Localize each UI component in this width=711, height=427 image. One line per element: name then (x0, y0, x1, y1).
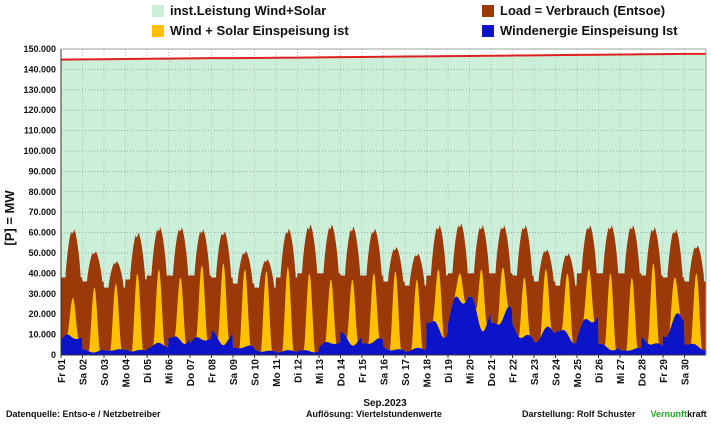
series-areas (61, 223, 706, 355)
wind-area (61, 295, 706, 355)
brand-kraft: kraft (687, 409, 707, 419)
y-tick-label: 90.000 (28, 166, 56, 176)
y-tick-label: 130.000 (23, 85, 56, 95)
y-tick-label: 40.000 (28, 268, 56, 278)
legend-label-load: Load = Verbrauch (Entsoe) (500, 3, 666, 18)
legend-swatch-load (482, 4, 494, 17)
x-tick-label: Sa 02 (79, 359, 90, 386)
installed-capacity-line (60, 52, 706, 61)
x-axis-label: Sep.2023 (363, 398, 407, 409)
x-tick-label: Do 07 (186, 359, 197, 387)
x-tick-label: Mi 06 (165, 359, 176, 384)
installed-capacity-line-path (60, 52, 706, 61)
x-tick-label: Mo 11 (272, 359, 283, 387)
x-tick-label: Di 26 (595, 359, 606, 383)
legend-windsolar: Wind + Solar Einspeisung ist (152, 23, 349, 38)
legend: inst.Leistung Wind+Solar Load = Verbrauc… (0, 0, 711, 42)
y-tick-label: 100.000 (23, 146, 56, 156)
y-tick-label: 80.000 (28, 187, 56, 197)
x-tick-label: Fr 22 (509, 359, 520, 383)
legend-wind: Windenergie Einspeisung Ist (482, 23, 678, 38)
footer-credit: Darstellung: Rolf Schuster Vernunftkraft (522, 409, 707, 419)
legend-load: Load = Verbrauch (Entsoe) (482, 3, 665, 18)
x-tick-label: Di 12 (294, 359, 305, 383)
x-tick-label: Fr 29 (659, 359, 670, 383)
legend-swatch-windsolar (152, 24, 164, 37)
y-tick-label: 20.000 (28, 309, 56, 319)
x-tick-label: So 17 (401, 359, 412, 386)
y-tick-label: 70.000 (28, 207, 56, 217)
x-tick-label: Fr 01 (57, 359, 68, 383)
x-tick-label: Fr 08 (208, 359, 219, 383)
legend-installed: inst.Leistung Wind+Solar (152, 3, 326, 18)
legend-swatch-wind (482, 24, 494, 37)
x-tick-label: Sa 30 (681, 359, 692, 386)
x-tick-label: Sa 16 (380, 359, 391, 386)
y-tick-label: 110.000 (24, 126, 56, 136)
footer-source: Datenquelle: Entso-e / Netzbetreiber (6, 409, 161, 419)
x-tick-label: Mo 25 (573, 359, 584, 388)
brand-vernunft: Vernunft (650, 409, 688, 419)
y-tick-label: 60.000 (28, 228, 56, 238)
x-tick-label: Mi 20 (466, 359, 477, 384)
x-tick-label: Fr 15 (358, 359, 369, 383)
x-tick-label: Di 19 (444, 359, 455, 383)
x-tick-label: Do 21 (487, 359, 498, 387)
legend-label-wind: Windenergie Einspeisung Ist (500, 23, 678, 38)
x-tick-label: So 03 (100, 359, 111, 386)
footer-resolution: Auflösung: Viertelstundenwerte (306, 409, 442, 419)
y-tick-label: 30.000 (28, 289, 56, 299)
y-tick-label: 150.000 (23, 44, 56, 54)
x-tick-label: Do 14 (337, 359, 348, 387)
y-tick-label: 10.000 (28, 330, 56, 340)
x-tick-label: Di 05 (143, 359, 154, 383)
x-tick-label: Sa 09 (229, 359, 240, 386)
y-tick-label: 140.000 (23, 64, 56, 74)
y-tick-labels: 0 10.000 20.000 30.000 40.000 50.000 60.000 70.… (23, 44, 56, 360)
footer-credit-text: Darstellung: Rolf Schuster (522, 409, 636, 419)
x-tick-label: Mo 04 (122, 359, 133, 388)
y-tick-label: 0 (51, 350, 56, 360)
y-tick-label: 120.000 (23, 105, 56, 115)
x-tick-label: Mi 27 (616, 359, 627, 384)
x-tick-label: Mo 18 (423, 359, 434, 388)
x-tick-label: So 24 (552, 359, 563, 386)
y-tick-label: 50.000 (28, 248, 56, 258)
x-tick-labels: Fr 01 Sa 02 So 03 Mo 04 Di 05 Mi 06 Do 07 Fr 08… (57, 355, 692, 387)
x-tick-label: Do 28 (638, 359, 649, 387)
legend-label-windsolar: Wind + Solar Einspeisung ist (170, 23, 349, 38)
x-tick-label: Sa 23 (530, 359, 541, 386)
x-tick-label: Mi 13 (315, 359, 326, 384)
legend-swatch-installed (152, 4, 164, 17)
legend-label-installed: inst.Leistung Wind+Solar (170, 3, 327, 18)
y-axis-label: [P] = MW (2, 190, 17, 246)
x-tick-label: So 10 (251, 359, 262, 386)
